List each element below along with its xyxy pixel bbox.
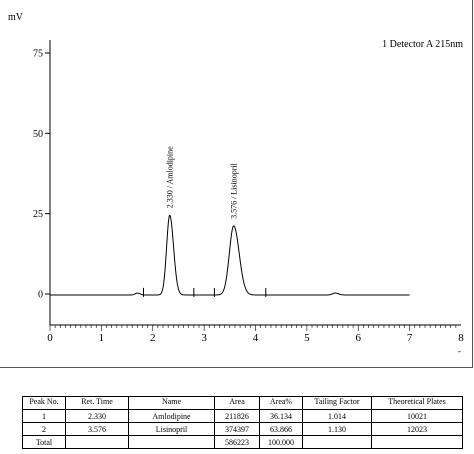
chromatogram-chart: mV 1 Detector A 215nm - 0 25 50 75 0 1 2 3 4 5 6 7 8… [8,12,464,356]
table-cell: 10021 [371,409,463,423]
table-cell: 1.014 [302,409,372,423]
table-cell: 2.330 [65,409,129,423]
column-header: Name [128,396,215,410]
table-cell: Amlodipine [128,409,215,423]
table-cell: 12023 [371,422,463,436]
table-row: Total 586223 100.000 [22,435,463,449]
table-cell: 36.134 [259,409,303,423]
axes: 0 25 50 75 0 1 2 3 4 5 6 7 8 [33,40,464,344]
x-tick-label: 6 [356,332,362,344]
table-row: 2 3.576 Lisinopril 374397 63.866 1.130 1… [22,422,463,436]
x-tick-label: 1 [99,332,105,344]
column-header: Area% [259,396,303,410]
table-cell: 374397 [214,422,260,436]
x-tick-label: 2 [150,332,156,344]
table-cell [302,435,372,449]
column-header: Tailing Factor [302,396,372,410]
table-cell: 63.866 [259,422,303,436]
table-cell [128,435,215,449]
table-cell: 100.000 [259,435,303,449]
table-cell: 3.576 [65,422,129,436]
detector-label: 1 Detector A 215nm [382,39,463,50]
x-tick-label: 4 [253,332,259,344]
column-header: Theoretical Plates [371,396,463,410]
table-cell: 1.130 [302,422,372,436]
peak-labels: 2.330 / Amlodipine 3.576 / Lisinopril [166,146,239,219]
y-tick-label: 0 [38,290,43,301]
table-cell: 211826 [214,409,260,423]
x-tick-label: 5 [304,332,310,344]
x-tick-label: 0 [47,332,53,344]
y-tick-label: 50 [33,129,43,140]
table-cell: 2 [22,422,66,436]
x-tick-label: 8 [458,332,464,344]
chromatogram-frame [0,0,473,368]
trace-layer [50,214,410,297]
chromatogram-trace [50,214,410,296]
peak-label: 3.576 / Lisinopril [230,162,239,219]
table-cell [65,435,129,449]
x-axis-symbol: - [458,346,461,356]
peak-label: 2.330 / Amlodipine [166,146,175,208]
table-cell: Lisinopril [128,422,215,436]
table-cell: 586223 [214,435,260,449]
x-tick-label: 3 [201,332,207,344]
y-tick-label: 75 [33,49,43,60]
table-header-row: Peak No. Ret. Time Name Area Area% Taili… [22,396,463,410]
peak-results-table: Peak No. Ret. Time Name Area Area% Taili… [22,396,463,449]
column-header: Peak No. [22,396,66,410]
y-unit-label: mV [8,12,24,23]
x-tick-label: 7 [407,332,413,344]
table-cell: Total [22,435,66,449]
table-row: 1 2.330 Amlodipine 211826 36.134 1.014 1… [22,409,463,423]
column-header: Area [214,396,260,410]
table-cell [371,435,463,449]
y-tick-label: 25 [33,209,43,220]
table-cell: 1 [22,409,66,423]
column-header: Ret. Time [65,396,129,410]
